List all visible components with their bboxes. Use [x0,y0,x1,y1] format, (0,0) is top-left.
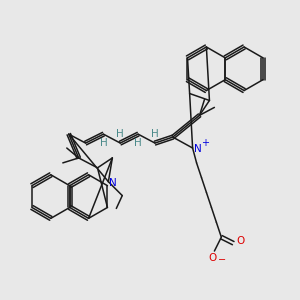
Text: −: − [218,255,226,265]
Text: H: H [134,138,142,148]
Text: H: H [151,129,159,139]
Text: O: O [208,253,217,263]
Text: O: O [236,236,244,246]
Text: N: N [194,144,201,154]
Text: H: H [100,138,107,148]
Text: +: + [202,138,209,148]
Text: N: N [110,178,117,188]
Text: H: H [116,129,124,139]
